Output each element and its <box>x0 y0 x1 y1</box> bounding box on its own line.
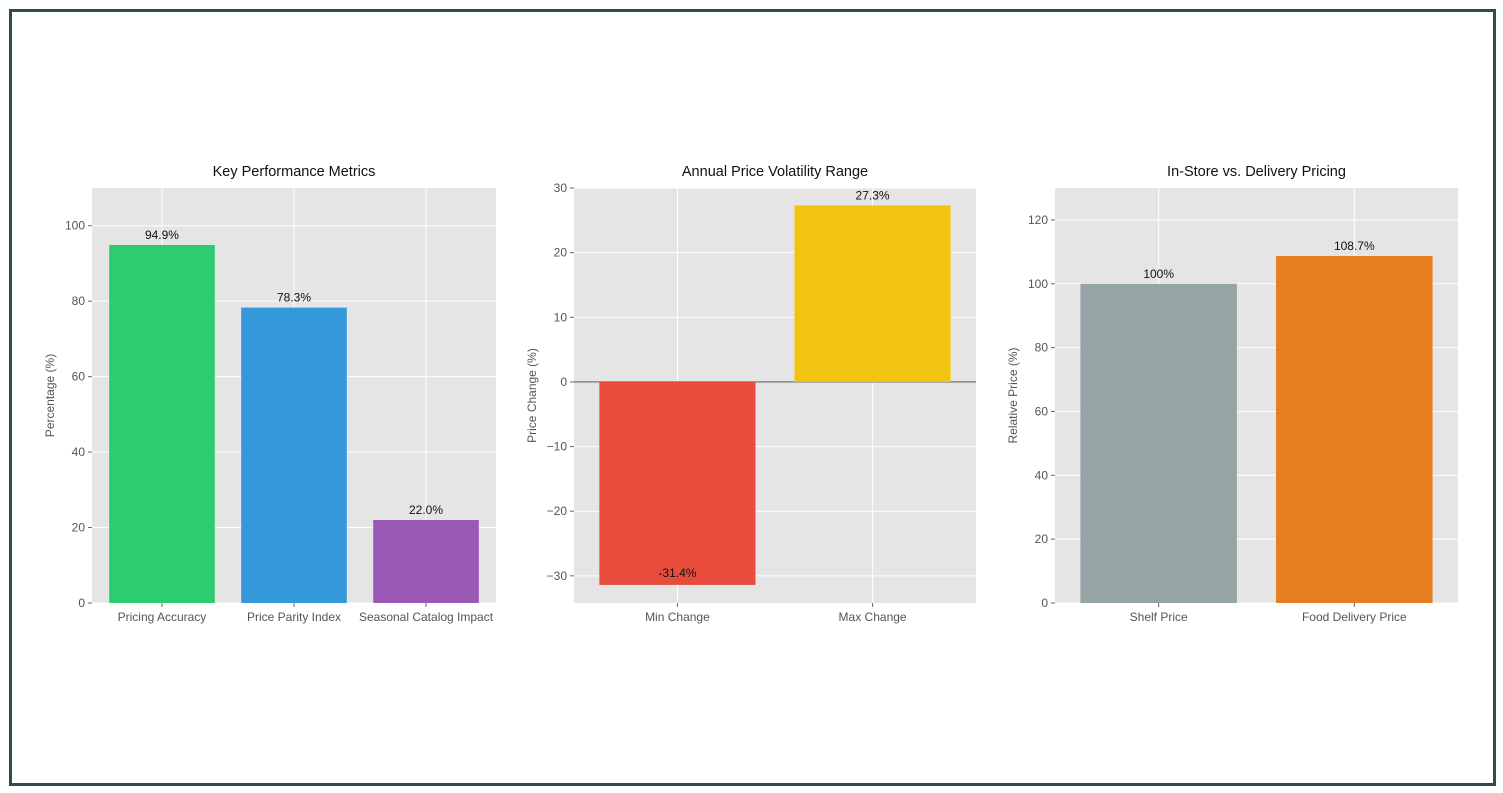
x-tick-label: Food Delivery Price <box>1302 610 1407 624</box>
y-tick-label: 30 <box>554 181 568 195</box>
y-tick-label: 40 <box>1035 468 1049 482</box>
x-tick-label: Seasonal Catalog Impact <box>359 610 494 624</box>
bar <box>373 520 479 603</box>
y-axis-label: Percentage (%) <box>43 354 57 437</box>
y-tick-label: −20 <box>547 504 568 518</box>
data-label: 94.9% <box>145 228 179 242</box>
y-axis-label: Price Change (%) <box>525 348 539 443</box>
bar <box>241 307 347 603</box>
x-tick-label: Shelf Price <box>1130 610 1188 624</box>
chart-title: Key Performance Metrics <box>213 164 376 180</box>
bar <box>599 381 756 585</box>
data-label: -31.4% <box>658 566 696 580</box>
bar <box>109 244 215 603</box>
chart-panel-2: −30 −20 −10 0 10 20 30 -31.4% Min Change 27.3% Max… <box>525 164 976 624</box>
data-label: 27.3% <box>856 188 890 202</box>
y-tick-label: 60 <box>1035 404 1049 418</box>
y-axis-label: Relative Price (%) <box>1006 347 1020 443</box>
y-tick-label: 20 <box>554 246 568 260</box>
data-label: 108.7% <box>1334 239 1375 253</box>
y-tick-label: 80 <box>72 294 86 308</box>
y-tick-label: 20 <box>72 521 86 535</box>
bar <box>1080 283 1237 603</box>
y-tick-label: 120 <box>1028 213 1048 227</box>
y-tick-label: 20 <box>1035 532 1049 546</box>
x-tick-label: Max Change <box>839 610 907 624</box>
y-tick-label: −30 <box>547 569 568 583</box>
x-tick-label: Pricing Accuracy <box>118 610 207 624</box>
y-tick-label: 0 <box>78 596 85 610</box>
y-tick-label: 100 <box>1028 277 1048 291</box>
bar <box>794 205 951 382</box>
y-tick-label: 0 <box>560 375 567 389</box>
data-label: 78.3% <box>277 291 311 305</box>
y-tick-label: 10 <box>554 310 568 324</box>
y-tick-label: −10 <box>547 440 568 454</box>
y-tick-label: 0 <box>1041 596 1048 610</box>
chart-panel-1: 0 20 40 60 80 100 94.9% Pricing Accuracy 78.3% Pr… <box>43 164 496 624</box>
chart-title: In-Store vs. Delivery Pricing <box>1167 164 1346 180</box>
bar <box>1276 255 1433 603</box>
x-tick-label: Min Change <box>645 610 710 624</box>
x-tick-label: Price Parity Index <box>247 610 341 624</box>
y-tick-label: 100 <box>65 219 85 233</box>
y-tick-label: 40 <box>72 445 86 459</box>
y-tick-label: 80 <box>1035 341 1049 355</box>
y-tick-label: 60 <box>72 370 86 384</box>
data-label: 100% <box>1143 267 1174 281</box>
chart-title: Annual Price Volatility Range <box>682 164 868 180</box>
data-label: 22.0% <box>409 503 443 517</box>
chart-panel-3: 0 20 40 60 80 100 120 100% Shelf Price 108.7% Food… <box>1006 164 1458 624</box>
